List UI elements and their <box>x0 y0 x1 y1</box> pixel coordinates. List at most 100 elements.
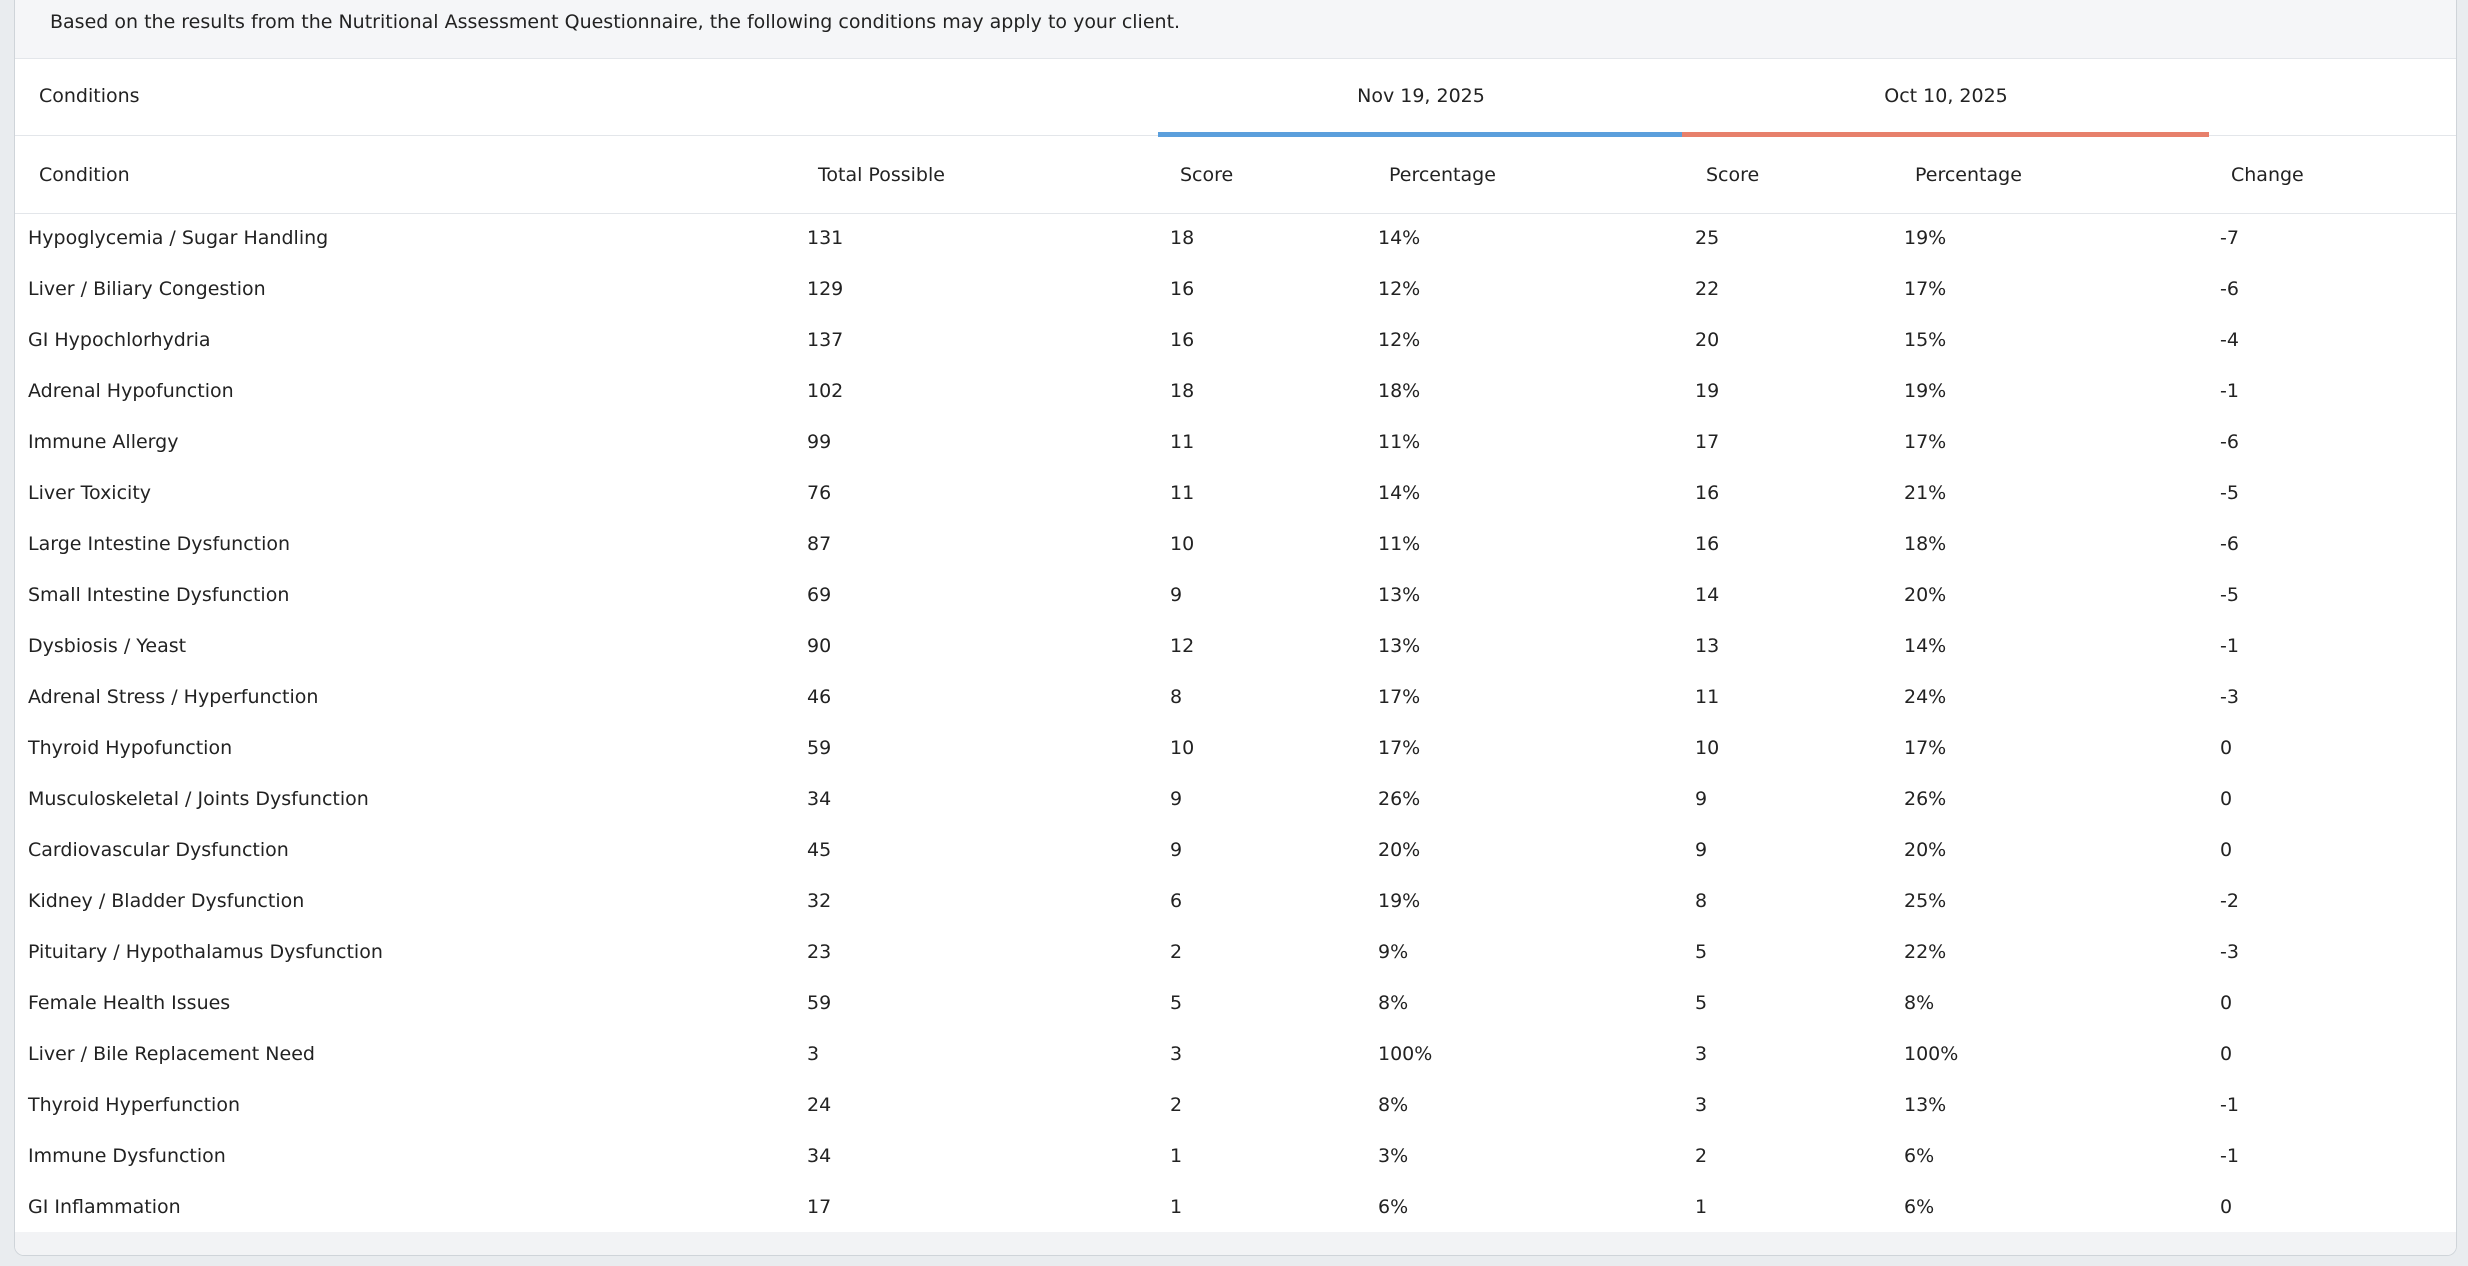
cell: 20% <box>1378 839 1421 861</box>
cell: 24 <box>807 1094 832 1116</box>
cell: 0 <box>2220 992 2233 1014</box>
cell: -1 <box>2220 380 2239 402</box>
cell: 18 <box>1170 227 1195 249</box>
condition-name: Liver / Biliary Congestion <box>28 278 266 300</box>
cell: 6% <box>1904 1196 1935 1218</box>
cell: 9 <box>1170 788 1183 810</box>
cell: 3 <box>1695 1043 1708 1065</box>
cell: 2 <box>1695 1145 1708 1167</box>
cell: -1 <box>2220 1094 2239 1116</box>
cell: 11 <box>1170 431 1195 453</box>
cell: 21% <box>1904 482 1947 504</box>
cell: 17 <box>807 1196 832 1218</box>
cell: 0 <box>2220 839 2233 861</box>
cell: 12 <box>1170 635 1195 657</box>
cell: 6 <box>1170 890 1183 912</box>
cell: 17 <box>1695 431 1720 453</box>
condition-name: Immune Dysfunction <box>28 1145 226 1167</box>
cell: 16 <box>1170 278 1195 300</box>
column-header: Score <box>1706 164 1760 186</box>
cell: 6% <box>1904 1145 1935 1167</box>
cell: 19% <box>1378 890 1421 912</box>
cell: 14% <box>1378 227 1421 249</box>
condition-name: GI Hypochlorhydria <box>28 329 211 351</box>
column-header: Total Possible <box>818 164 945 186</box>
cell: 12% <box>1378 278 1421 300</box>
cell: 45 <box>807 839 832 861</box>
condition-name: Thyroid Hypofunction <box>28 737 233 759</box>
cell: 3 <box>807 1043 820 1065</box>
cell: 102 <box>807 380 844 402</box>
cell: 100% <box>1904 1043 1959 1065</box>
cell: 8% <box>1378 1094 1409 1116</box>
cell: 6% <box>1378 1196 1409 1218</box>
cell: 0 <box>2220 788 2233 810</box>
cell: 13 <box>1695 635 1720 657</box>
cell: 99 <box>807 431 832 453</box>
cell: 22% <box>1904 941 1947 963</box>
cell: 16 <box>1695 533 1720 555</box>
cell: 18% <box>1904 533 1947 555</box>
cell: 0 <box>2220 1196 2233 1218</box>
cell: 1 <box>1170 1196 1183 1218</box>
cell: 32 <box>807 890 832 912</box>
condition-name: Dysbiosis / Yeast <box>28 635 187 657</box>
cell: 11 <box>1170 482 1195 504</box>
cell: -1 <box>2220 1145 2239 1167</box>
cell: 9% <box>1378 941 1409 963</box>
notice-bar: Based on the results from the Nutritiona… <box>15 0 2456 59</box>
cell: 13% <box>1378 584 1421 606</box>
divider <box>15 213 2456 214</box>
cell: 10 <box>1170 737 1195 759</box>
cell: 14% <box>1904 635 1947 657</box>
cell: 9 <box>1695 839 1708 861</box>
cell: 11% <box>1378 431 1421 453</box>
cell: 13% <box>1904 1094 1947 1116</box>
cell: 34 <box>807 1145 832 1167</box>
notice-text: Based on the results from the Nutritiona… <box>50 11 1181 33</box>
cell: 8% <box>1904 992 1935 1014</box>
cell: 9 <box>1170 839 1183 861</box>
cell: 90 <box>807 635 832 657</box>
cell: 3 <box>1170 1043 1183 1065</box>
cell: -6 <box>2220 533 2239 555</box>
cell: -6 <box>2220 278 2239 300</box>
cell: 14 <box>1695 584 1720 606</box>
cell: 69 <box>807 584 832 606</box>
condition-name: Kidney / Bladder Dysfunction <box>28 890 305 912</box>
cell: 46 <box>807 686 832 708</box>
cell: 10 <box>1170 533 1195 555</box>
condition-name: Thyroid Hyperfunction <box>28 1094 240 1116</box>
column-header: Condition <box>39 164 130 186</box>
condition-name: Liver Toxicity <box>28 482 152 504</box>
cell: -7 <box>2220 227 2239 249</box>
condition-name: Musculoskeletal / Joints Dysfunction <box>28 788 369 810</box>
cell: 129 <box>807 278 844 300</box>
cell: -2 <box>2220 890 2239 912</box>
cell: 1 <box>1695 1196 1708 1218</box>
cell: 5 <box>1695 992 1708 1014</box>
cell: 14% <box>1378 482 1421 504</box>
cell: 137 <box>807 329 844 351</box>
period-date: Oct 10, 2025 <box>1884 85 2008 107</box>
cell: 131 <box>807 227 844 249</box>
cell: 19% <box>1904 227 1947 249</box>
condition-name: Small Intestine Dysfunction <box>28 584 290 606</box>
cell: 11% <box>1378 533 1421 555</box>
cell: 1 <box>1170 1145 1183 1167</box>
cell: 5 <box>1170 992 1183 1014</box>
cell: 59 <box>807 992 832 1014</box>
cell: 17% <box>1378 737 1421 759</box>
cell: 17% <box>1904 278 1947 300</box>
column-header: Percentage <box>1389 164 1496 186</box>
cell: 25% <box>1904 890 1947 912</box>
cell: 0 <box>2220 737 2233 759</box>
cell: -1 <box>2220 635 2239 657</box>
cell: 3% <box>1378 1145 1409 1167</box>
cell: 8 <box>1695 890 1708 912</box>
condition-name: Pituitary / Hypothalamus Dysfunction <box>28 941 383 963</box>
column-header: Change <box>2231 164 2304 186</box>
cell: 17% <box>1378 686 1421 708</box>
condition-name: Large Intestine Dysfunction <box>28 533 291 555</box>
cell: 24% <box>1904 686 1947 708</box>
